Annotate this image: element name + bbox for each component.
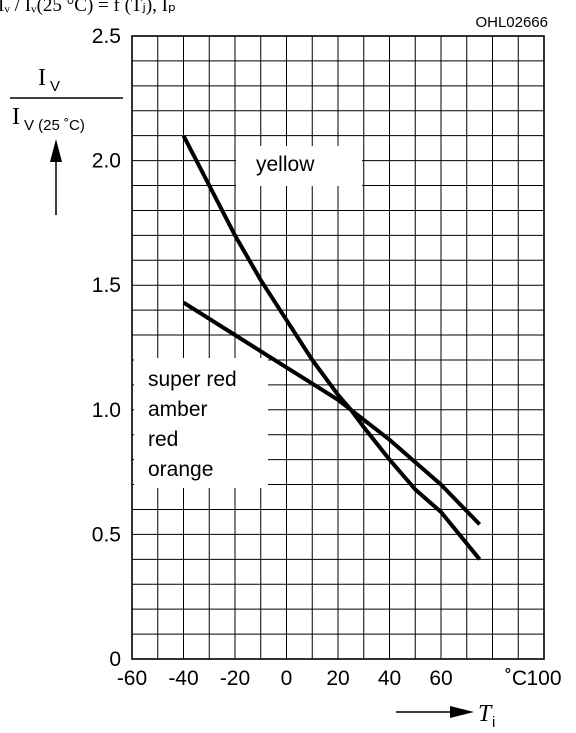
y-tick-labels: 0 0.5 1.0 1.5 2.0 2.5	[92, 25, 121, 671]
plot-frame	[131, 35, 545, 660]
y-tick-label: 2.5	[92, 25, 121, 48]
x-tick-label: 100	[526, 667, 561, 690]
series-label-red: red	[148, 428, 178, 451]
x-tick-labels: -60 -40 -20 0 20 40 60 100	[117, 667, 562, 690]
x-axis-symbol-sub: i	[492, 714, 495, 731]
y-axis-arrow-head	[50, 139, 62, 162]
x-tick-label: -20	[220, 667, 250, 690]
x-tick-label: -60	[117, 667, 147, 690]
series-label-super-red: super red	[148, 368, 237, 391]
y-tick-label: 1.5	[92, 274, 121, 297]
y-tick-label: 0	[109, 648, 121, 671]
x-axis-symbol: T	[478, 701, 493, 727]
y-label-denominator: I	[12, 104, 20, 130]
y-label-denominator-sub: V (25 ˚C)	[24, 117, 85, 134]
x-tick-label: 20	[326, 667, 349, 690]
figure-code: OHL02666	[475, 14, 548, 31]
y-tick-label: 2.0	[92, 150, 121, 173]
series-label-orange: orange	[148, 458, 213, 481]
x-tick-label: 40	[378, 667, 401, 690]
y-label-numerator: I	[38, 65, 46, 91]
x-axis-arrow-head	[450, 706, 474, 718]
x-unit-label: ˚C	[505, 667, 527, 690]
y-tick-label: 1.0	[92, 399, 121, 422]
yellow-label-bg	[236, 146, 362, 186]
x-tick-label: -40	[168, 667, 198, 690]
y-tick-label: 0.5	[92, 523, 121, 546]
series-layer	[181, 134, 482, 561]
series-label-yellow: yellow	[256, 153, 315, 176]
series-label-amber: amber	[148, 398, 208, 421]
x-tick-label: 0	[281, 667, 293, 690]
x-tick-label: 60	[429, 667, 452, 690]
series-line-yellow	[181, 134, 482, 561]
y-label-numerator-sub: V	[50, 78, 60, 95]
grid	[132, 36, 544, 659]
formula-header: Iᵥ / Iᵥ(25 °C) = f (Tⱼ), Iₚ	[0, 0, 176, 16]
red-group-label-bg	[134, 358, 268, 488]
series-line-red-group	[182, 300, 482, 526]
